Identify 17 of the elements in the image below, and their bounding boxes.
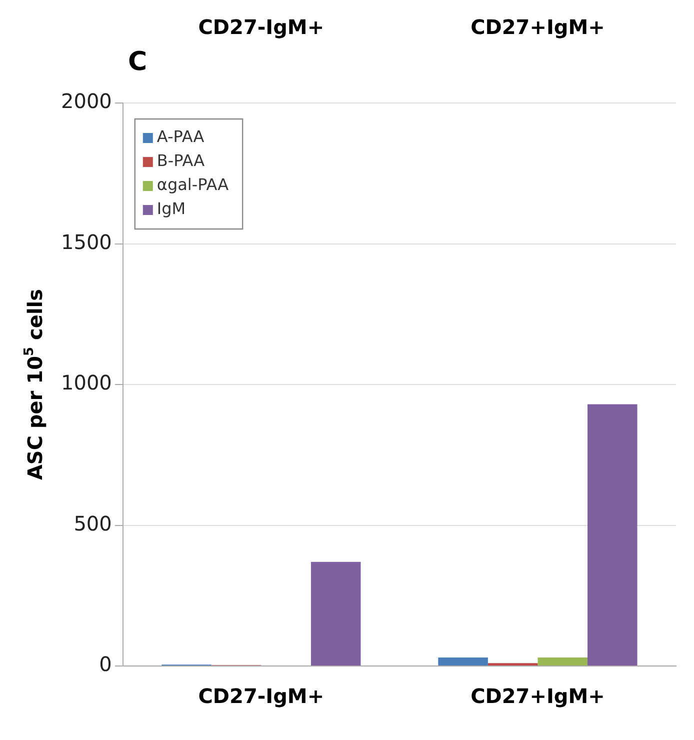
y-tick-label: 1500 xyxy=(60,230,112,254)
legend-label: αgal-PAA xyxy=(156,175,229,194)
y-tick-label: 1000 xyxy=(60,370,112,395)
text: C xyxy=(128,47,148,77)
y-tick-label: 2000 xyxy=(60,89,112,114)
legend-label: A-PAA xyxy=(156,127,204,146)
bar xyxy=(538,658,588,666)
y-tick-label: 500 xyxy=(74,511,112,536)
bar xyxy=(310,562,361,666)
text: CD27+IgM+ xyxy=(470,15,605,39)
y-axis-title: ASC per 105 cells xyxy=(22,288,47,480)
bar xyxy=(588,404,638,666)
legend-label: IgM xyxy=(156,199,186,218)
legend-label: B-PAA xyxy=(156,151,205,170)
text: CD27-IgM+ xyxy=(198,15,324,39)
bar xyxy=(438,658,488,666)
y-tick-label: 0 xyxy=(99,652,112,676)
